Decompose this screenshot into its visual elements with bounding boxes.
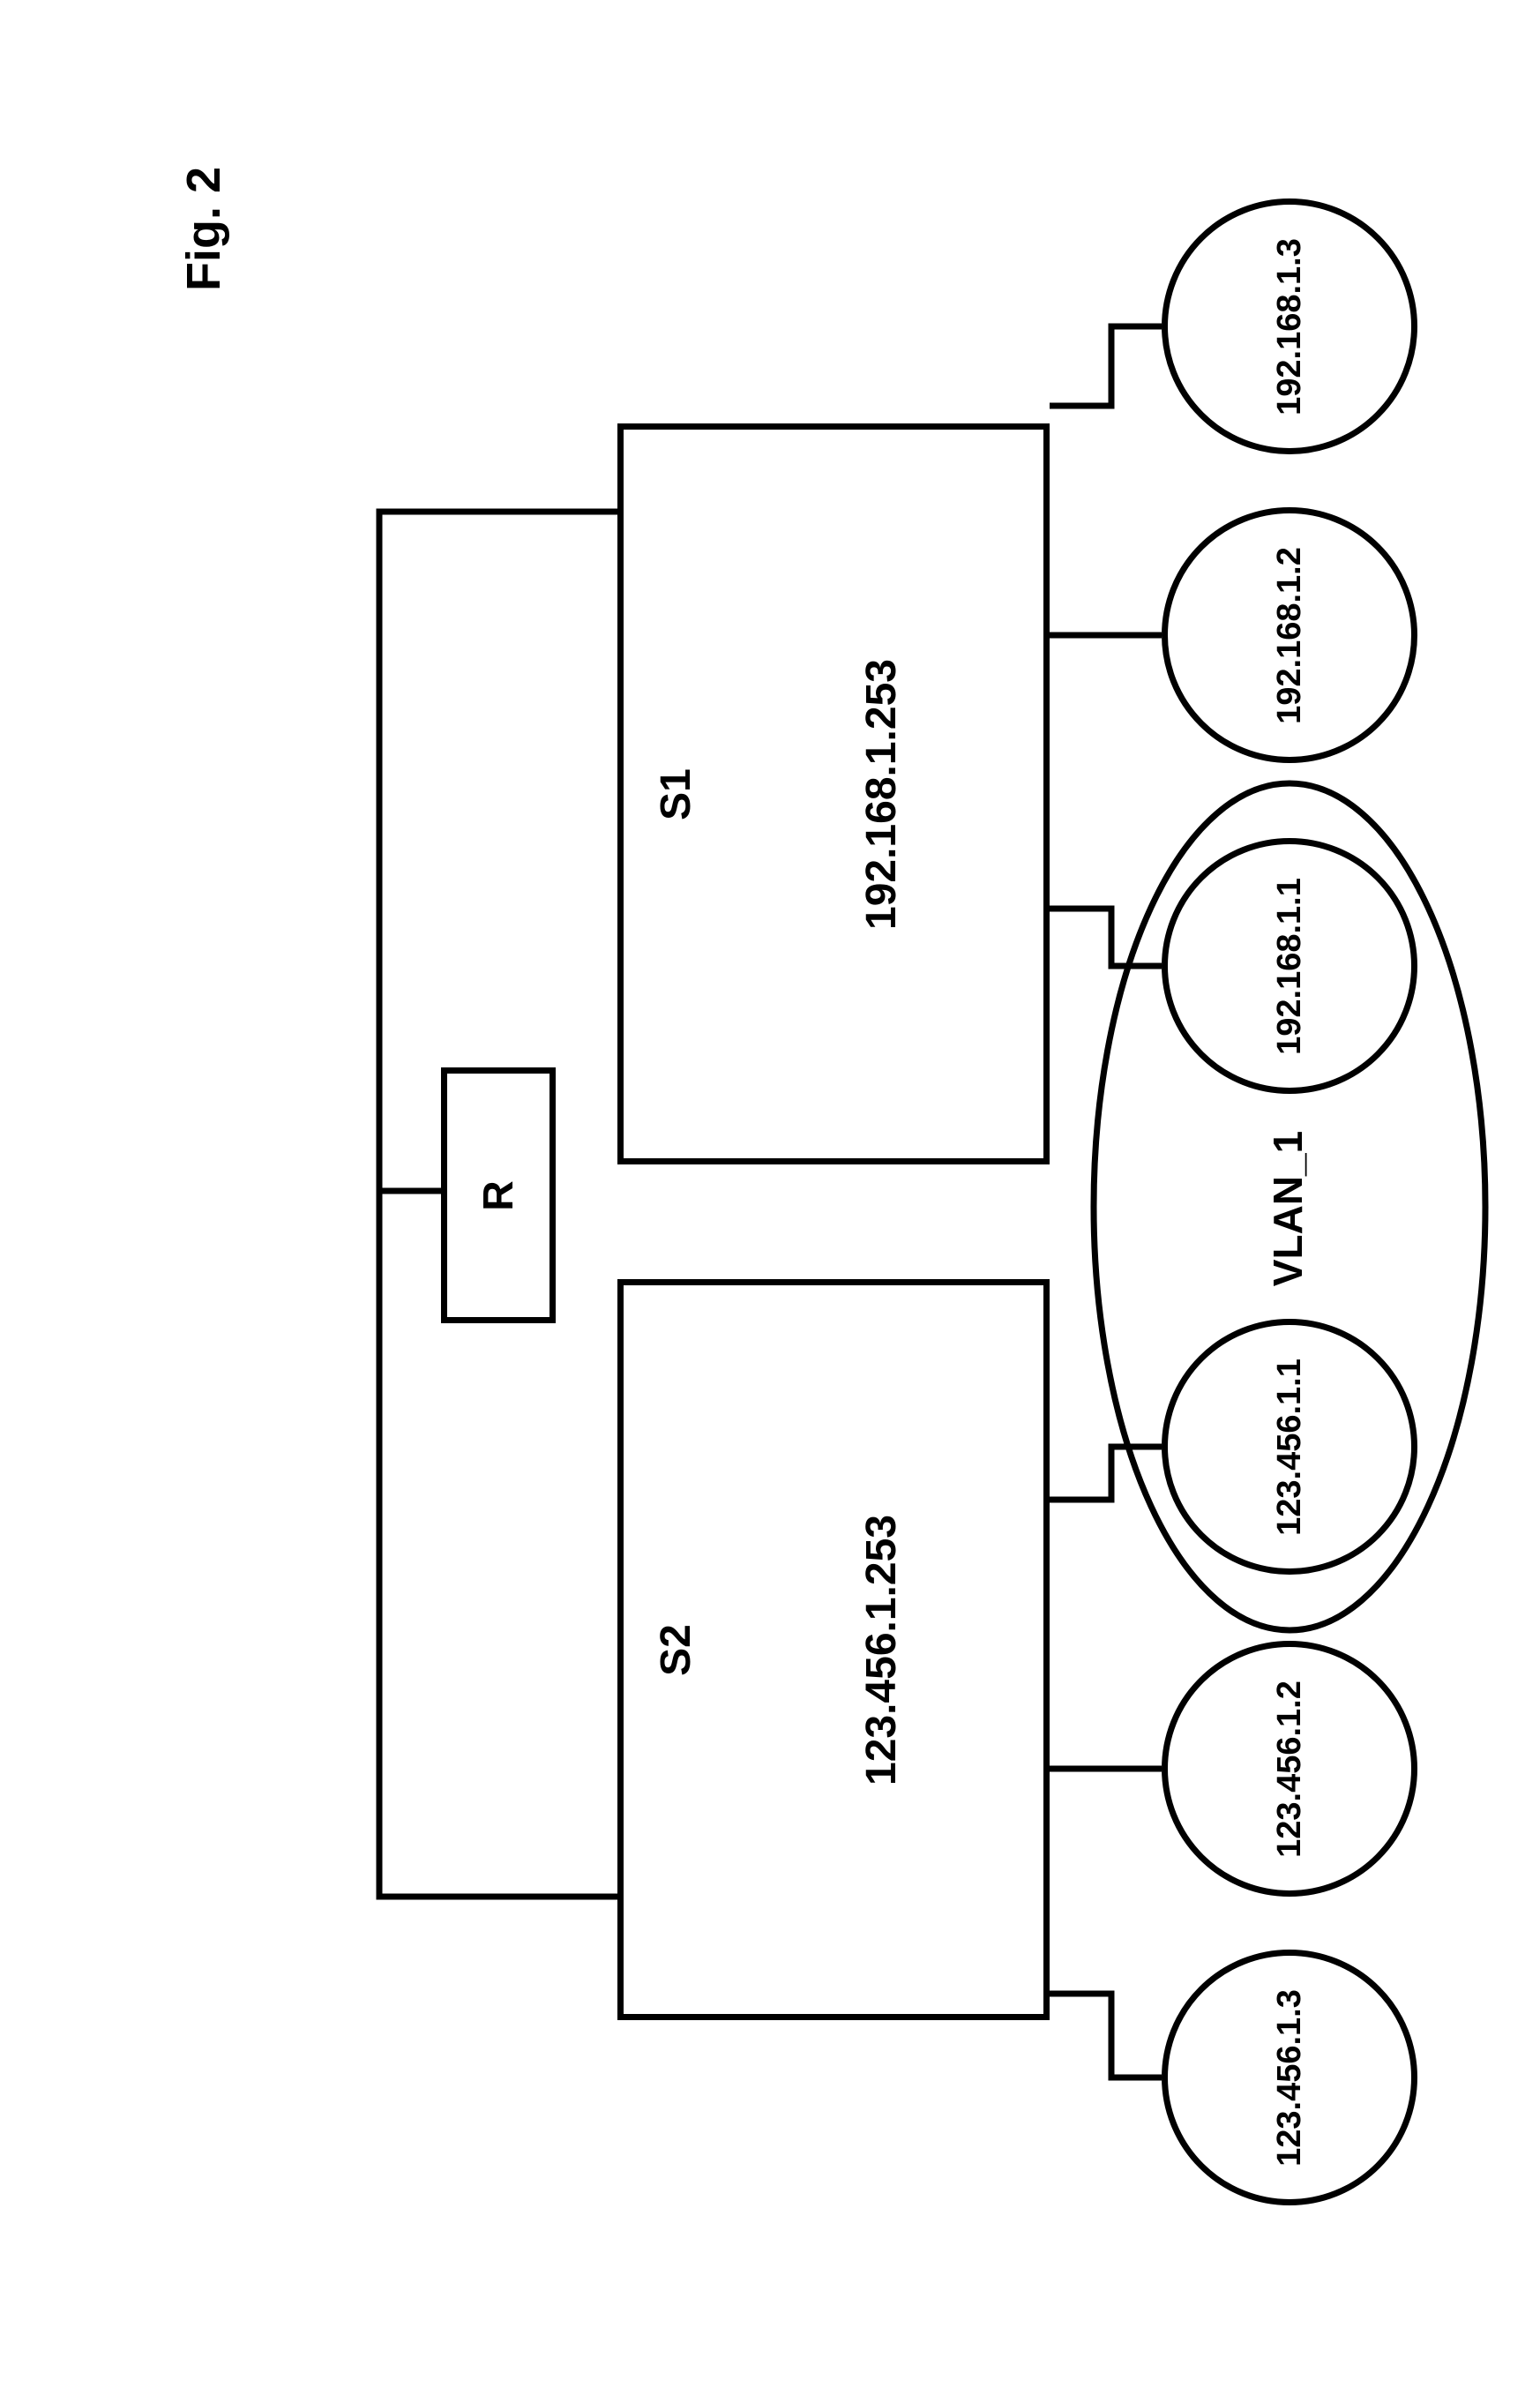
host-ip: 192.168.1.1	[1271, 878, 1309, 1055]
switch-s1-ip: 192.168.1.253	[857, 659, 906, 930]
router-node: R	[441, 1067, 556, 1323]
switch-s2-ip: 123.456.1.253	[857, 1515, 906, 1785]
host-ip: 192.168.1.2	[1271, 547, 1309, 724]
host-ip: 192.168.1.3	[1271, 238, 1309, 415]
switch-s1-name: S1	[652, 768, 700, 820]
host-192-168-1-1: 192.168.1.1	[1162, 838, 1417, 1094]
switch-s2-node: S2 123.456.1.253	[617, 1279, 1050, 2020]
router-label: R	[474, 1180, 522, 1211]
host-123-456-1-2: 123.456.1.2	[1162, 1641, 1417, 1897]
diagram-stage: Fig. 2 R S1 192.168.1.253 S2 123.456.1.2…	[0, 0, 1540, 2388]
vlan-label: VLAN_1	[1264, 1131, 1312, 1286]
host-192-168-1-2: 192.168.1.2	[1162, 507, 1417, 763]
figure-label: Fig. 2	[176, 167, 231, 291]
host-ip: 123.456.1.1	[1271, 1359, 1309, 1536]
host-ip: 123.456.1.3	[1271, 1989, 1309, 2167]
host-192-168-1-3: 192.168.1.3	[1162, 198, 1417, 454]
host-123-456-1-1: 123.456.1.1	[1162, 1319, 1417, 1575]
host-ip: 123.456.1.2	[1271, 1681, 1309, 1858]
switch-s2-name: S2	[652, 1624, 700, 1676]
switch-s1-node: S1 192.168.1.253	[617, 423, 1050, 1164]
host-123-456-1-3: 123.456.1.3	[1162, 1950, 1417, 2205]
